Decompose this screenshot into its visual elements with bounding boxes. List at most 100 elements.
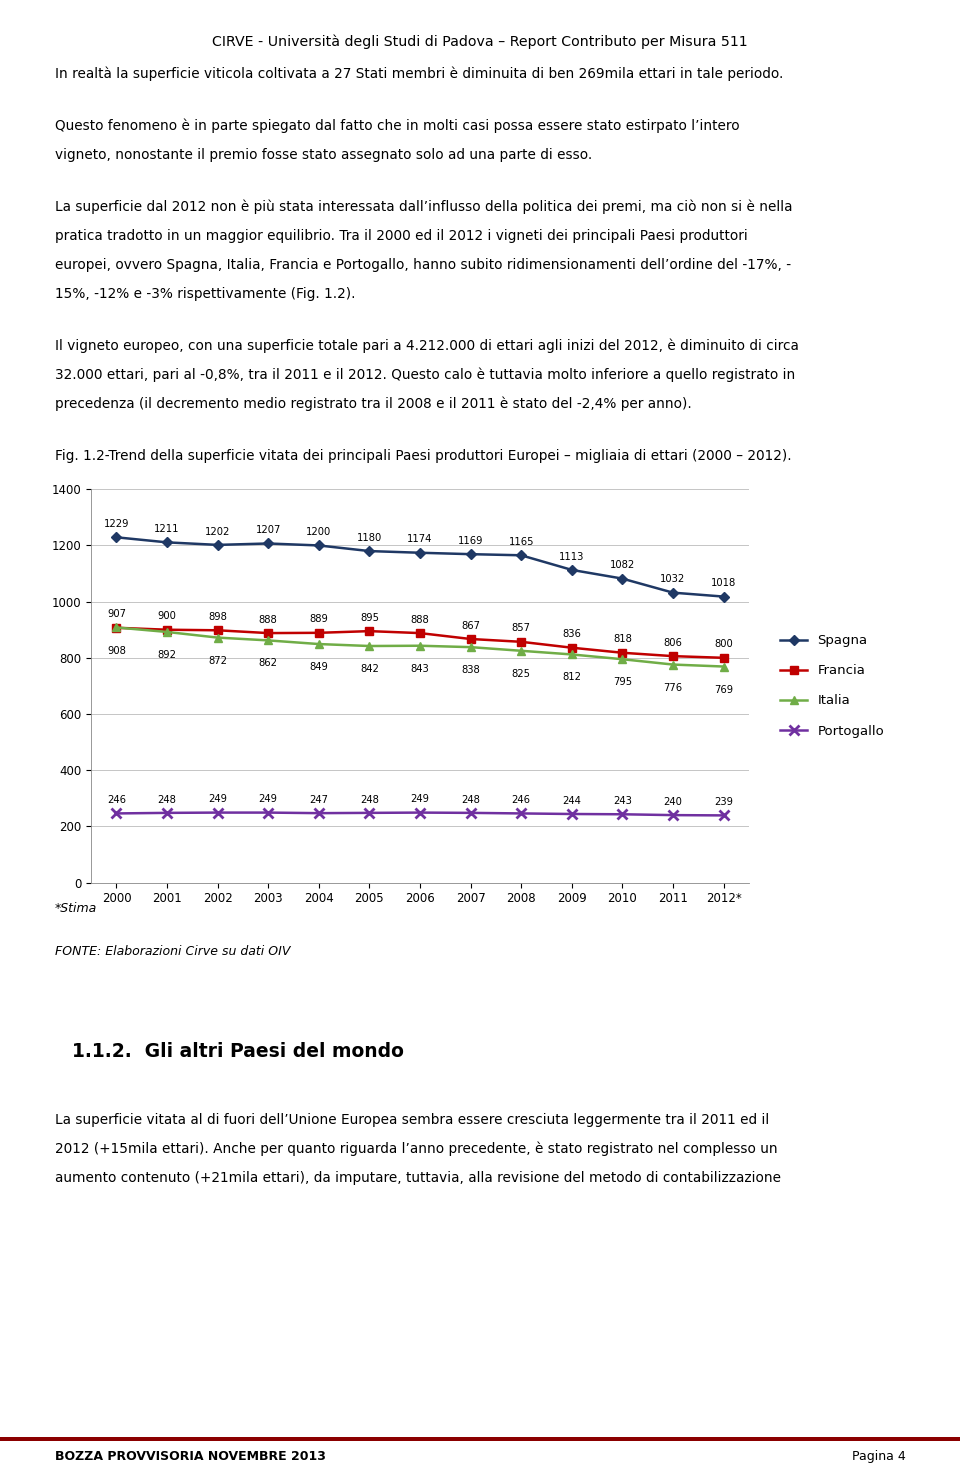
Francia <box>364 622 375 640</box>
Portogallo <box>415 804 426 822</box>
Text: 247: 247 <box>309 795 328 804</box>
Text: 908: 908 <box>108 646 126 656</box>
Spagna <box>110 528 122 546</box>
Francia <box>212 622 224 640</box>
Portogallo <box>313 804 324 822</box>
Line: Francia: Francia <box>112 623 728 662</box>
Text: 2012 (+15mila ettari). Anche per quanto riguarda l’anno precedente, è stato regi: 2012 (+15mila ettari). Anche per quanto … <box>55 1141 778 1156</box>
Spagna <box>566 561 578 579</box>
Spagna <box>161 533 173 551</box>
Francia <box>616 644 628 662</box>
Text: 812: 812 <box>563 672 581 683</box>
Text: 1211: 1211 <box>155 524 180 534</box>
Text: 1165: 1165 <box>509 537 534 548</box>
Text: 249: 249 <box>259 794 277 804</box>
Text: 248: 248 <box>157 794 177 804</box>
Spagna <box>667 583 679 601</box>
Text: 32.000 ettari, pari al -0,8%, tra il 2011 e il 2012. Questo calo è tuttavia molt: 32.000 ettari, pari al -0,8%, tra il 201… <box>55 368 795 383</box>
Francia <box>415 625 426 643</box>
Text: La superficie vitata al di fuori dell’Unione Europea sembra essere cresciuta leg: La superficie vitata al di fuori dell’Un… <box>55 1113 769 1126</box>
Text: 239: 239 <box>714 797 733 807</box>
Text: 895: 895 <box>360 613 379 623</box>
Line: Italia: Italia <box>112 623 728 671</box>
Francia <box>718 649 730 666</box>
Text: CIRVE - Università degli Studi di Padova – Report Contributo per Misura 511: CIRVE - Università degli Studi di Padova… <box>212 34 748 49</box>
Italia <box>667 656 679 674</box>
Portogallo <box>516 804 527 822</box>
Text: 867: 867 <box>461 620 480 631</box>
Text: 806: 806 <box>663 638 683 649</box>
Text: 836: 836 <box>563 629 581 640</box>
Text: BOZZA PROVVISORIA NOVEMBRE 2013: BOZZA PROVVISORIA NOVEMBRE 2013 <box>55 1450 325 1463</box>
Text: 800: 800 <box>714 640 732 650</box>
Text: 892: 892 <box>157 650 177 660</box>
Italia <box>212 629 224 647</box>
Text: Fig. 1.2-Trend della superficie vitata dei principali Paesi produttori Europei –: Fig. 1.2-Trend della superficie vitata d… <box>55 448 791 463</box>
Text: 1169: 1169 <box>458 536 483 546</box>
Text: 244: 244 <box>563 795 581 806</box>
Portogallo <box>616 806 628 824</box>
Text: 898: 898 <box>208 611 228 622</box>
Spagna <box>718 588 730 605</box>
Text: 862: 862 <box>259 659 277 668</box>
Portogallo <box>667 806 679 824</box>
Italia <box>465 638 476 656</box>
Francia <box>262 625 274 643</box>
Italia <box>516 643 527 660</box>
Text: 1202: 1202 <box>205 527 230 537</box>
Text: aumento contenuto (+21mila ettari), da imputare, tuttavia, alla revisione del me: aumento contenuto (+21mila ettari), da i… <box>55 1171 780 1184</box>
Text: Questo fenomeno è in parte spiegato dal fatto che in molti casi possa essere sta: Questo fenomeno è in parte spiegato dal … <box>55 119 739 134</box>
Portogallo <box>566 806 578 824</box>
Text: 246: 246 <box>107 795 126 806</box>
Text: 825: 825 <box>512 669 531 678</box>
Text: 769: 769 <box>714 684 733 695</box>
Text: 1018: 1018 <box>711 579 736 588</box>
Francia <box>566 638 578 656</box>
Spagna <box>465 545 476 562</box>
Text: La superficie dal 2012 non è più stata interessata dall’influsso della politica : La superficie dal 2012 non è più stata i… <box>55 200 792 214</box>
Text: 249: 249 <box>208 794 228 804</box>
Text: 888: 888 <box>259 614 277 625</box>
Text: pratica tradotto in un maggior equilibrio. Tra il 2000 ed il 2012 i vigneti dei : pratica tradotto in un maggior equilibri… <box>55 229 748 243</box>
Text: europei, ovvero Spagna, Italia, Francia e Portogallo, hanno subito ridimensionam: europei, ovvero Spagna, Italia, Francia … <box>55 258 791 272</box>
Spagna <box>415 543 426 561</box>
Text: *Stima: *Stima <box>55 902 97 914</box>
Text: 248: 248 <box>360 794 379 804</box>
Francia <box>313 623 324 641</box>
Text: 818: 818 <box>612 635 632 644</box>
Text: 240: 240 <box>663 797 683 807</box>
Text: 243: 243 <box>612 795 632 806</box>
Portogallo <box>212 804 224 822</box>
Text: 15%, -12% e -3% rispettivamente (Fig. 1.2).: 15%, -12% e -3% rispettivamente (Fig. 1.… <box>55 286 355 301</box>
Line: Portogallo: Portogallo <box>111 807 729 821</box>
Spagna <box>516 546 527 564</box>
Spagna <box>616 570 628 588</box>
Italia <box>616 650 628 668</box>
Text: FONTE: Elaborazioni Cirve su dati OIV: FONTE: Elaborazioni Cirve su dati OIV <box>55 945 290 959</box>
Text: 857: 857 <box>512 623 531 634</box>
Text: 872: 872 <box>208 656 228 666</box>
Text: 1207: 1207 <box>255 525 281 536</box>
Text: 1082: 1082 <box>610 561 635 570</box>
Italia <box>364 637 375 654</box>
Text: In realtà la superficie viticola coltivata a 27 Stati membri è diminuita di ben : In realtà la superficie viticola coltiva… <box>55 67 783 82</box>
Text: 1229: 1229 <box>104 519 130 528</box>
Text: 907: 907 <box>107 610 126 619</box>
Francia <box>516 632 527 650</box>
Text: 246: 246 <box>512 795 531 806</box>
Text: 776: 776 <box>663 683 683 693</box>
Portogallo <box>364 804 375 822</box>
Text: 1180: 1180 <box>357 533 382 543</box>
Italia <box>262 632 274 650</box>
Francia <box>110 619 122 637</box>
Spagna <box>313 537 324 555</box>
Italia <box>718 657 730 675</box>
Text: 1174: 1174 <box>407 534 433 545</box>
Text: 1200: 1200 <box>306 527 331 537</box>
Italia <box>415 637 426 654</box>
Text: 1.1.2.  Gli altri Paesi del mondo: 1.1.2. Gli altri Paesi del mondo <box>72 1042 404 1061</box>
Text: 838: 838 <box>461 665 480 675</box>
Text: precedenza (il decremento medio registrato tra il 2008 e il 2011 è stato del -2,: precedenza (il decremento medio registra… <box>55 396 691 411</box>
Portogallo <box>465 804 476 822</box>
Italia <box>161 623 173 641</box>
